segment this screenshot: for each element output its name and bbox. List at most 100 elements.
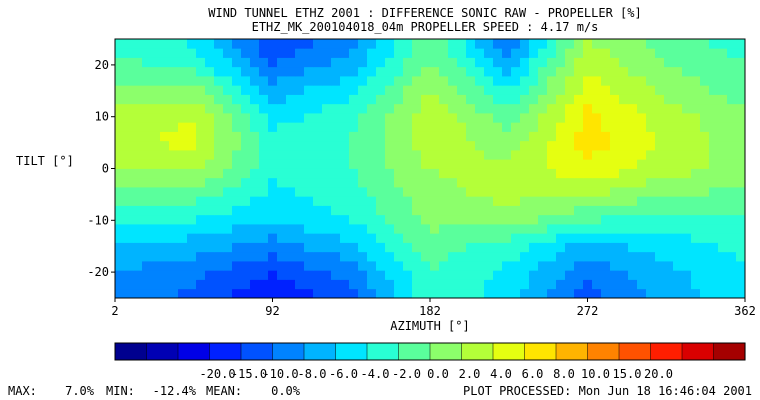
heatmap-cell — [574, 261, 584, 271]
heatmap-cell — [214, 187, 224, 197]
heatmap-cell — [475, 122, 485, 132]
heatmap-cell — [349, 159, 359, 169]
heatmap-cell — [394, 270, 404, 280]
heatmap-cell — [529, 187, 539, 197]
heatmap-cell — [169, 39, 179, 49]
heatmap-cell — [286, 39, 296, 49]
heatmap-cell — [268, 39, 278, 49]
heatmap-cell — [304, 140, 314, 151]
heatmap-cell — [232, 94, 242, 105]
heatmap-cell — [124, 159, 134, 169]
heatmap-cell — [259, 187, 269, 197]
heatmap-cell — [574, 94, 584, 105]
heatmap-cell — [520, 113, 530, 123]
heatmap-cell — [601, 187, 611, 197]
heatmap-cell — [322, 113, 332, 123]
heatmap-cell — [151, 140, 161, 151]
heatmap-cell — [610, 122, 620, 132]
heatmap-cell — [682, 224, 692, 234]
heatmap-cell — [133, 94, 143, 105]
heatmap-cell — [610, 48, 620, 58]
heatmap-cell — [529, 261, 539, 271]
heatmap-cell — [358, 242, 368, 253]
heatmap-cell — [520, 85, 530, 95]
heatmap-cell — [304, 66, 314, 77]
heatmap-cell — [124, 168, 134, 179]
heatmap-cell — [538, 288, 548, 299]
heatmap-cell — [691, 261, 701, 271]
heatmap-cell — [169, 270, 179, 280]
heatmap-cell — [403, 113, 413, 123]
heatmap-cell — [718, 122, 728, 132]
heatmap-cell — [448, 205, 458, 216]
heatmap-cell — [268, 187, 278, 197]
heatmap-cell — [115, 270, 125, 280]
heatmap-cell — [322, 242, 332, 253]
heatmap-cell — [664, 242, 674, 253]
heatmap-cell — [124, 150, 134, 160]
heatmap-cell — [286, 48, 296, 58]
heatmap-cell — [646, 140, 656, 151]
heatmap-cell — [466, 159, 476, 169]
heatmap-cell — [232, 76, 242, 86]
heatmap-cell — [259, 150, 269, 160]
heatmap-cell — [187, 279, 197, 290]
heatmap-cell — [493, 177, 503, 188]
heatmap-cell — [214, 270, 224, 280]
heatmap-cell — [268, 270, 278, 280]
heatmap-cell — [169, 233, 179, 243]
heatmap-cell — [331, 177, 341, 188]
heatmap-cell — [295, 159, 305, 169]
heatmap-cell — [232, 103, 242, 114]
heatmap-cell — [124, 251, 134, 262]
heatmap-cell — [151, 251, 161, 262]
heatmap-cell — [493, 288, 503, 299]
heatmap-cell — [493, 233, 503, 243]
heatmap-cell — [142, 103, 152, 114]
heatmap-cell — [313, 159, 323, 169]
heatmap-cell — [394, 140, 404, 151]
heatmap-cell — [439, 196, 449, 206]
heatmap-cell — [187, 233, 197, 243]
heatmap-cell — [556, 57, 566, 68]
heatmap-cell — [376, 85, 386, 95]
heatmap-cell — [205, 214, 215, 225]
heatmap-cell — [115, 205, 125, 216]
heatmap-cell — [169, 288, 179, 299]
heatmap-cell — [538, 233, 548, 243]
heatmap-cell — [268, 113, 278, 123]
heatmap-cell — [709, 242, 719, 253]
heatmap-cell — [268, 251, 278, 262]
heatmap-cell — [682, 187, 692, 197]
heatmap-cell — [250, 279, 260, 290]
heatmap-cell — [529, 288, 539, 299]
heatmap-cell — [664, 94, 674, 105]
heatmap-cell — [151, 233, 161, 243]
heatmap-cell — [376, 76, 386, 86]
heatmap-cell — [439, 205, 449, 216]
y-tick-label: -20 — [87, 265, 109, 279]
heatmap-cell — [709, 48, 719, 58]
heatmap-cell — [682, 103, 692, 114]
heatmap-cell — [304, 113, 314, 123]
heatmap-cell — [520, 270, 530, 280]
heatmap-cell — [178, 233, 188, 243]
heatmap-cell — [367, 66, 377, 77]
heatmap-cell — [529, 251, 539, 262]
colorbar-swatch — [713, 342, 746, 361]
heatmap-cell — [349, 131, 359, 142]
heatmap-cell — [529, 103, 539, 114]
heatmap-cell — [169, 242, 179, 253]
heatmap-cell — [502, 224, 512, 234]
heatmap-cell — [169, 122, 179, 132]
colorbar-label: 0.0 — [427, 367, 449, 381]
heatmap-cell — [538, 122, 548, 132]
heatmap-cell — [133, 251, 143, 262]
heatmap-cell — [592, 122, 602, 132]
heatmap-cell — [358, 85, 368, 95]
heatmap-cell — [223, 168, 233, 179]
heatmap-cell — [376, 150, 386, 160]
heatmap-cell — [691, 177, 701, 188]
heatmap-cell — [610, 168, 620, 179]
heatmap-cell — [295, 214, 305, 225]
